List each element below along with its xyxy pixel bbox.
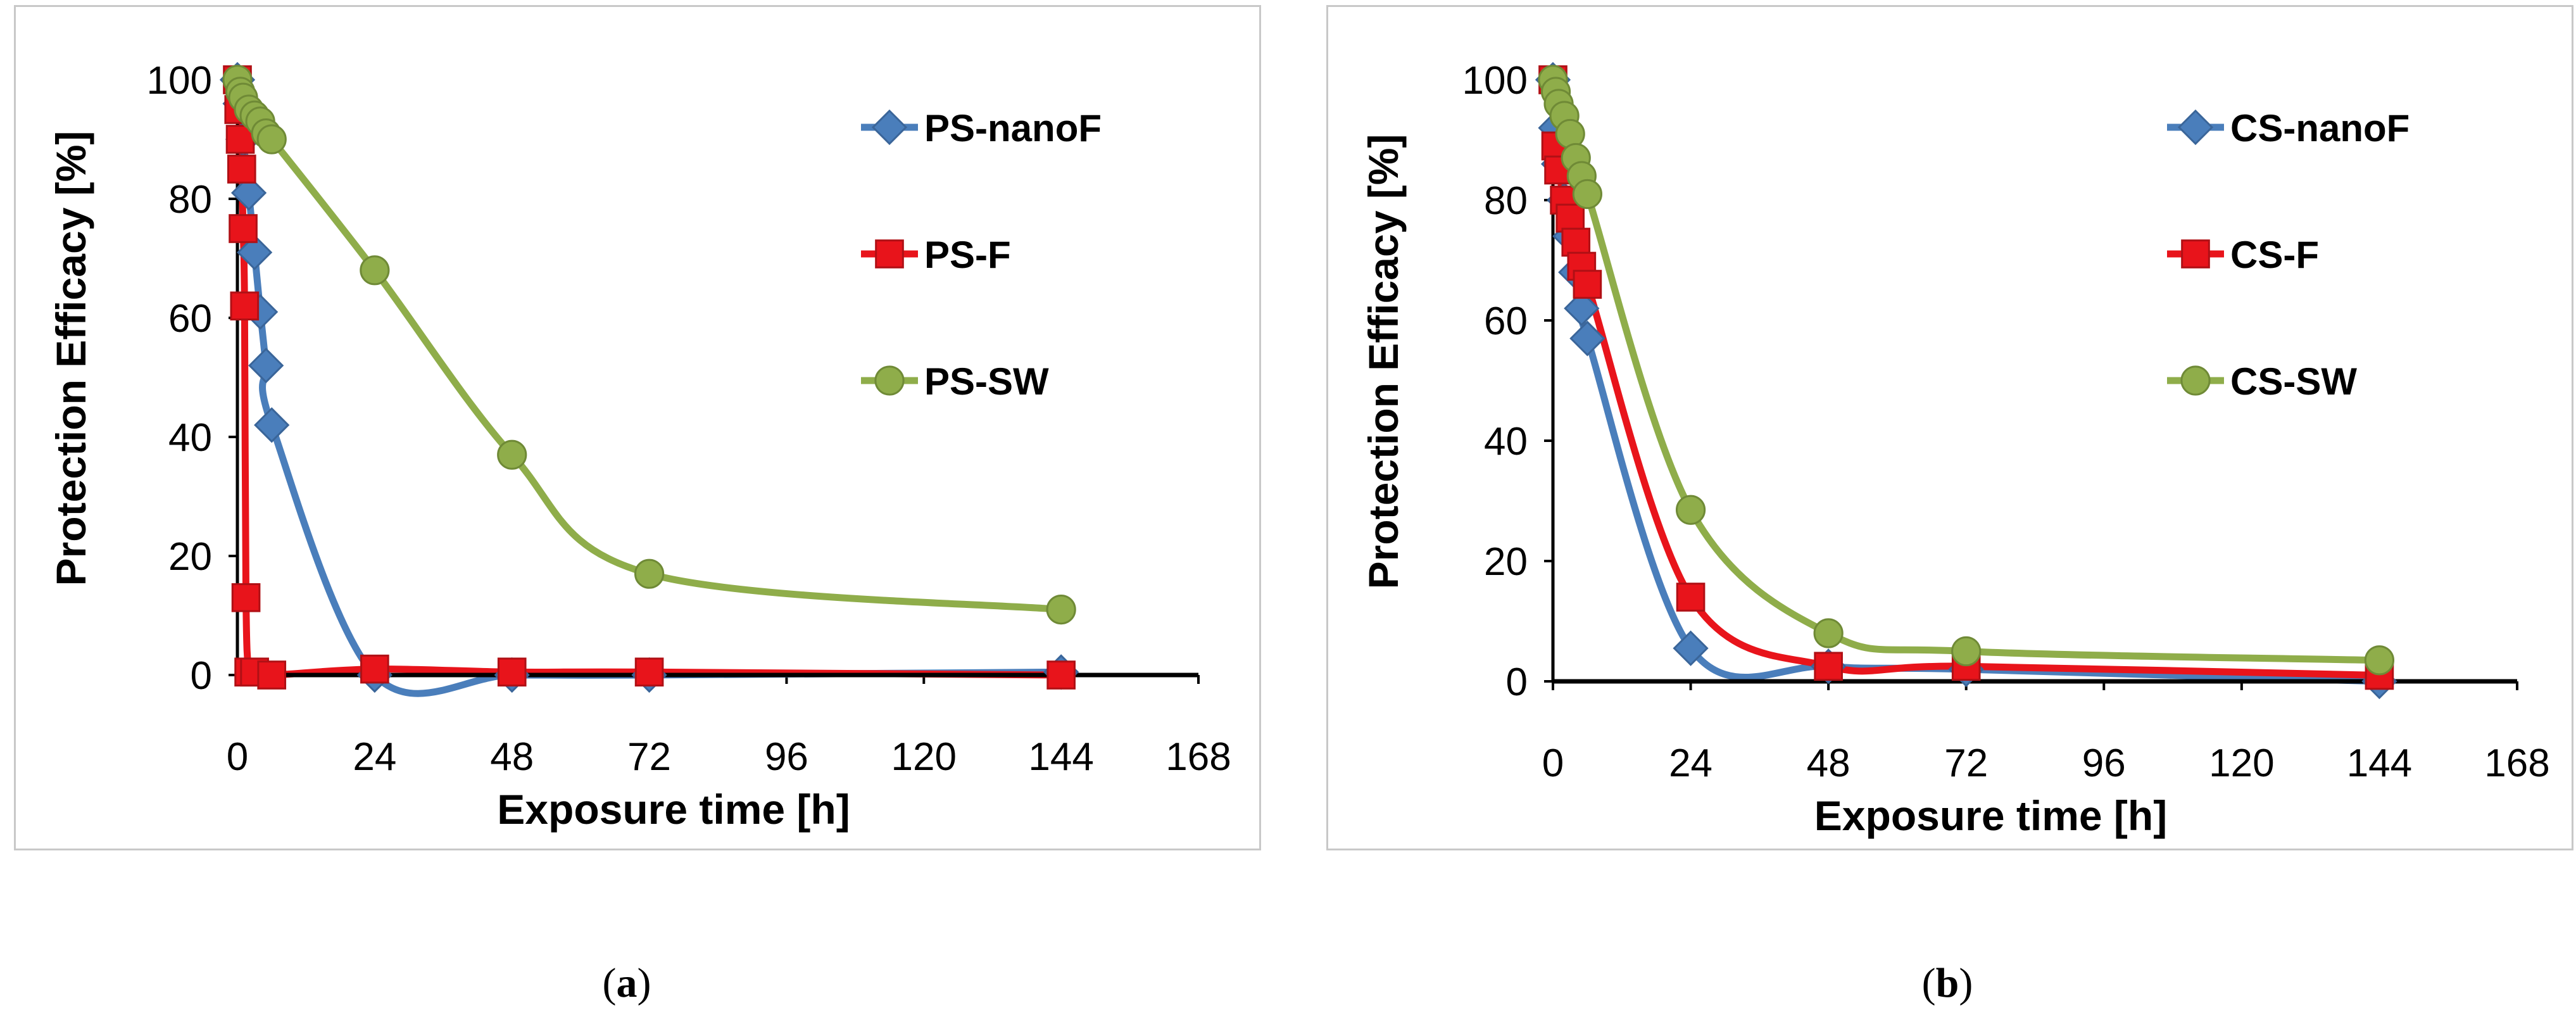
chart-a-series-line-PS-SW <box>234 76 1065 614</box>
chart-b-ytick-label: 80 <box>1484 179 1528 223</box>
chart-b-legend-marker-CS-F <box>2181 239 2210 268</box>
chart-a-point-PS-SW <box>1046 595 1076 625</box>
chart-b-xtick-label: 144 <box>2347 742 2412 785</box>
chart-a-point-PS-F <box>230 291 260 321</box>
chart-b-ytick-label: 100 <box>1462 59 1528 103</box>
chart-a-ytick-label: 40 <box>168 416 212 460</box>
chart-b-legend-label-CS-nanoF: CS-nanoF <box>2230 107 2410 149</box>
chart-a-ytick-label: 80 <box>168 178 212 222</box>
chart-a-xtick-label: 0 <box>227 735 248 779</box>
chart-b-legend-marker-CS-SW <box>2180 365 2211 396</box>
chart-a-point-PS-F <box>231 583 261 612</box>
chart-b-xtick-label: 48 <box>1807 742 1850 785</box>
chart-a-ytick-label: 20 <box>168 535 212 579</box>
chart-a-xtick-label: 72 <box>627 735 671 779</box>
chart-a-legend-marker-PS-nanoF <box>871 109 908 146</box>
caption-a-letter: a <box>616 960 638 1006</box>
chart-b-xtick-label: 96 <box>2082 742 2126 785</box>
chart-b-point-CS-F <box>1561 227 1591 257</box>
chart-a-point-PS-nanoF <box>248 348 284 384</box>
chart-a-y-axis-title: Protection Efficacy [%] <box>47 131 94 586</box>
chart-b-point-CS-F <box>1573 270 1602 299</box>
chart-a-point-PS-F <box>227 155 256 184</box>
chart-b-legend-label-CS-SW: CS-SW <box>2230 360 2357 403</box>
chart-b-point-CS-SW <box>1813 618 1844 648</box>
chart-a-legend-label-PS-F: PS-F <box>924 234 1011 276</box>
chart-a-point-PS-SW <box>497 439 527 470</box>
chart-b-point-CS-SW <box>2364 645 2395 676</box>
chart-b-point-CS-nanoF <box>1564 290 1600 327</box>
chart-b-point-CS-SW <box>1572 179 1602 210</box>
chart-a-legend-marker-PS-SW <box>874 365 905 396</box>
chart-a-ytick-label: 60 <box>168 297 212 341</box>
chart-a-point-PS-SW <box>360 255 390 286</box>
chart-b-point-CS-F <box>1555 203 1585 233</box>
chart-a-x-axis-title: Exposure time [h] <box>497 786 850 833</box>
chart-a-point-PS-nanoF <box>230 175 267 211</box>
chart-b-ytick-label: 40 <box>1484 420 1528 464</box>
chart-b-xtick-label: 72 <box>1944 742 1988 785</box>
chart-b-point-CS-F <box>1676 583 1706 612</box>
chart-b-point-CS-nanoF <box>1569 320 1605 357</box>
chart-a-xtick-label: 96 <box>765 735 808 779</box>
chart-b-legend-marker-CS-nanoF <box>2177 109 2214 146</box>
caption-b: (b) <box>1921 960 1973 1006</box>
chart-a-point-PS-F <box>257 660 287 690</box>
chart-b-svg: 0 20 40 60 80 100 0 24 48 72 96 120 144 168 Exposure t… <box>1360 59 2550 839</box>
chart-a-point-PS-F <box>1046 660 1076 690</box>
chart-b-point-CS-SW <box>1951 636 1982 667</box>
chart-a-point-PS-F <box>497 657 527 687</box>
caption-a: (a) <box>602 960 651 1006</box>
chart-a-point-PS-SW <box>256 124 287 155</box>
chart-a-xtick-label: 168 <box>1165 735 1231 779</box>
chart-b-xtick-label: 0 <box>1542 742 1564 785</box>
chart-a-xtick-label: 144 <box>1028 735 1093 779</box>
chart-a-xtick-label: 24 <box>353 735 396 779</box>
chart-b-ytick-label: 60 <box>1484 300 1528 343</box>
chart-a-xtick-label: 120 <box>891 735 957 779</box>
chart-a-point-PS-SW <box>634 559 665 589</box>
chart-panel-b: 0 20 40 60 80 100 0 24 48 72 96 120 144 168 Exposure t… <box>1326 5 2573 850</box>
chart-a-legend-label-PS-SW: PS-SW <box>924 360 1049 403</box>
chart-a-xtick-label: 48 <box>490 735 534 779</box>
chart-b-point-CS-nanoF <box>1673 630 1709 666</box>
caption-b-letter: b <box>1935 960 1959 1006</box>
chart-b-y-axis-title: Protection Efficacy [%] <box>1360 134 1407 590</box>
chart-b-xtick-label: 120 <box>2209 742 2274 785</box>
chart-b-x-axis-title: Exposure time [h] <box>1814 792 2167 839</box>
chart-b-xtick-label: 168 <box>2484 742 2549 785</box>
chart-a-point-PS-nanoF <box>236 234 273 270</box>
chart-a-point-PS-F <box>634 657 664 687</box>
chart-a-ytick-label: 100 <box>147 59 212 103</box>
chart-a-ytick-label: 0 <box>191 654 212 698</box>
chart-a-svg: 0 20 40 60 80 100 0 24 48 72 96 120 144 168 Exposure t… <box>47 59 1231 833</box>
chart-b-xtick-label: 24 <box>1669 742 1712 785</box>
chart-a-point-PS-nanoF <box>254 407 290 443</box>
chart-b-ytick-label: 20 <box>1484 540 1528 584</box>
chart-a-legend-marker-PS-F <box>875 239 904 268</box>
chart-b-point-CS-F <box>1814 652 1843 681</box>
chart-a-point-PS-F <box>229 214 258 243</box>
chart-b-legend-label-CS-F: CS-F <box>2230 234 2319 276</box>
chart-a-point-PS-F <box>360 654 389 684</box>
chart-b-ytick-label: 0 <box>1506 660 1528 704</box>
chart-panel-a: 0 20 40 60 80 100 0 24 48 72 96 120 144 168 Exposure t… <box>14 5 1261 850</box>
chart-a-legend-label-PS-nanoF: PS-nanoF <box>924 107 1102 149</box>
chart-b-point-CS-SW <box>1675 495 1706 525</box>
